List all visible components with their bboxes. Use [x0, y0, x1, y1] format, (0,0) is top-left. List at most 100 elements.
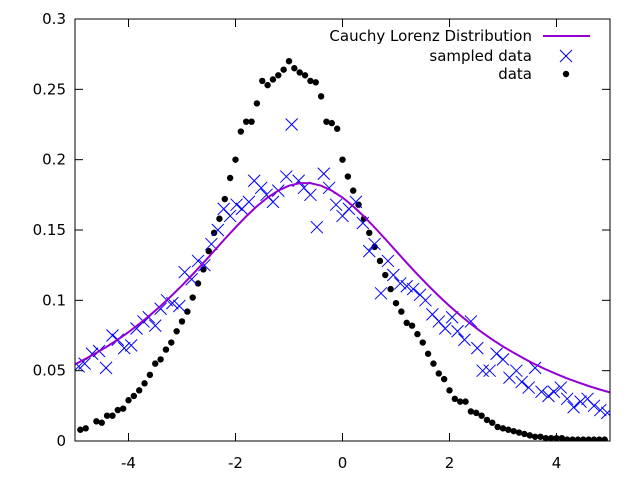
sampled-data-point: [368, 237, 381, 251]
data-point: [537, 433, 544, 440]
data-point: [269, 76, 277, 83]
data-point: [446, 387, 453, 394]
data-point: [82, 425, 89, 432]
sampled-data-point: [406, 282, 420, 296]
sampled-data-point: [574, 395, 587, 408]
sampled-data-point: [99, 361, 113, 375]
data-point: [344, 173, 352, 180]
y-tick-label: 0.05: [33, 362, 66, 380]
data-point: [280, 66, 287, 73]
sampled-data-point: [458, 333, 471, 347]
data-point: [473, 409, 480, 417]
data-point: [419, 339, 426, 346]
sampled-data-point: [266, 195, 280, 209]
sampled-data-point: [117, 341, 131, 355]
data-point: [366, 229, 373, 237]
data-point: [307, 77, 314, 85]
sampled-data-point: [279, 170, 293, 183]
series-line-cauchy: [75, 182, 610, 394]
data-point: [531, 433, 539, 440]
data-point: [526, 432, 533, 439]
sampled-data-point: [522, 381, 536, 394]
data-point: [157, 356, 164, 363]
data-point: [152, 360, 159, 367]
x-tick-label: 4: [552, 454, 562, 472]
data-point: [510, 427, 517, 435]
data-point: [146, 371, 154, 379]
legend-label: Cauchy Lorenz Distribution: [329, 27, 532, 45]
sampled-data-point: [419, 293, 432, 307]
sampled-data-point: [362, 244, 376, 258]
sampled-data-point: [438, 322, 452, 335]
data-point: [119, 405, 127, 412]
sampled-data-point: [600, 406, 610, 420]
data-point: [542, 434, 549, 441]
data-point: [264, 81, 271, 89]
data-point: [103, 412, 111, 419]
data-point: [424, 350, 432, 357]
data-point: [601, 436, 608, 441]
data-point: [173, 328, 180, 335]
data-point: [483, 416, 491, 424]
data-point: [178, 318, 186, 325]
sampled-data-point: [230, 198, 243, 212]
data-point: [312, 79, 319, 86]
data-point: [435, 370, 442, 377]
data-point: [462, 398, 469, 405]
sampled-data-point: [567, 400, 580, 414]
data-point: [200, 266, 207, 273]
sampled-data-point: [554, 381, 568, 394]
data-point: [499, 425, 507, 432]
data-point: [585, 436, 592, 441]
sampled-data-point: [587, 399, 601, 413]
legend-label: sampled data: [429, 47, 532, 65]
data-point: [521, 430, 528, 438]
x-tick-label: 2: [445, 454, 455, 472]
sampled-data-point: [386, 268, 400, 282]
data-point: [114, 406, 122, 414]
sampled-data-point: [185, 272, 198, 286]
data-point: [505, 426, 512, 433]
y-tick-label: 0: [56, 432, 66, 450]
data-point: [210, 229, 218, 237]
data-point: [430, 360, 437, 367]
data-point: [296, 69, 303, 76]
data-point: [339, 156, 346, 163]
data-point: [580, 436, 587, 441]
plot-area: [75, 58, 610, 441]
sampled-data-point: [547, 385, 561, 399]
data-point: [376, 257, 384, 265]
x-tick-label: -4: [121, 454, 136, 472]
legend-label: data: [498, 65, 532, 83]
sampled-data-point: [154, 302, 167, 316]
data-point: [392, 299, 400, 307]
y-tick-label: 0.1: [42, 291, 66, 309]
sampled-data-point: [542, 389, 555, 403]
data-point: [248, 118, 255, 125]
data-point: [590, 436, 598, 441]
sampled-data-point: [78, 357, 91, 370]
data-point: [77, 426, 84, 433]
sampled-data-point: [470, 341, 484, 355]
data-point: [205, 247, 212, 255]
data-point: [564, 436, 571, 441]
x-tick-label: -2: [228, 454, 243, 472]
sampled-data-point: [560, 392, 574, 406]
data-point: [275, 72, 282, 79]
data-point: [317, 93, 325, 100]
data-point: [285, 58, 293, 65]
data-point: [350, 187, 357, 194]
data-point: [221, 195, 228, 203]
sampled-data-point: [374, 286, 388, 300]
data-point: [387, 285, 394, 293]
data-point: [414, 330, 421, 338]
data-point: [398, 308, 405, 315]
data-point: [333, 125, 341, 132]
axis-ticks: -4 -2 0 2 4 0 0.05 0.1 0.15 0.2 0.25 0.3: [33, 10, 610, 472]
data-point: [494, 423, 501, 431]
data-point: [194, 280, 202, 287]
sampled-data-point: [483, 364, 496, 378]
sampled-data-point: [400, 279, 414, 293]
sampled-data-point: [211, 223, 225, 237]
